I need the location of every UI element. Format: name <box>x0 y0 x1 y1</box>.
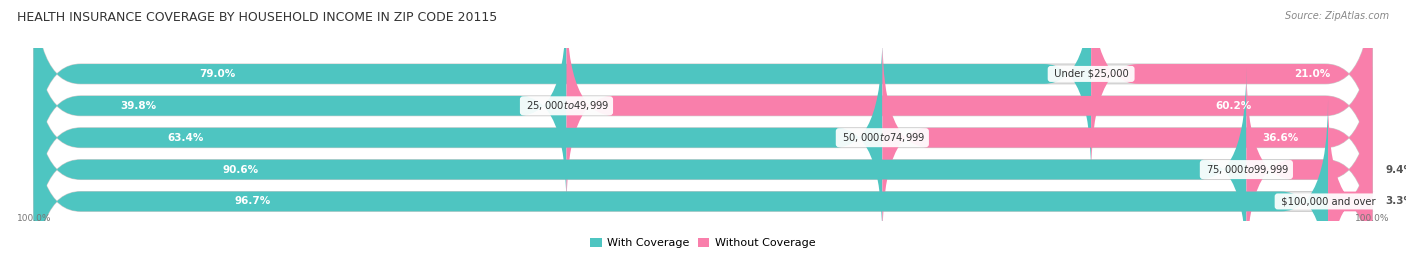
Text: 3.3%: 3.3% <box>1385 196 1406 206</box>
Text: 79.0%: 79.0% <box>200 69 235 79</box>
FancyBboxPatch shape <box>34 4 567 207</box>
FancyBboxPatch shape <box>34 36 883 239</box>
Legend: With Coverage, Without Coverage: With Coverage, Without Coverage <box>586 234 820 253</box>
FancyBboxPatch shape <box>34 0 1372 176</box>
Text: Source: ZipAtlas.com: Source: ZipAtlas.com <box>1285 11 1389 21</box>
FancyBboxPatch shape <box>34 68 1372 269</box>
Text: 9.4%: 9.4% <box>1385 165 1406 175</box>
Text: 60.2%: 60.2% <box>1215 101 1251 111</box>
FancyBboxPatch shape <box>34 100 1372 269</box>
Text: 63.4%: 63.4% <box>167 133 204 143</box>
Text: 21.0%: 21.0% <box>1294 69 1330 79</box>
Text: $75,000 to $99,999: $75,000 to $99,999 <box>1202 163 1289 176</box>
FancyBboxPatch shape <box>34 36 1372 239</box>
Text: 100.0%: 100.0% <box>1355 214 1389 224</box>
Text: $25,000 to $49,999: $25,000 to $49,999 <box>523 99 610 112</box>
FancyBboxPatch shape <box>1326 100 1375 269</box>
FancyBboxPatch shape <box>567 4 1372 207</box>
Text: $100,000 and over: $100,000 and over <box>1278 196 1378 206</box>
Text: 36.6%: 36.6% <box>1263 133 1299 143</box>
Text: 96.7%: 96.7% <box>235 196 271 206</box>
Text: 100.0%: 100.0% <box>17 214 51 224</box>
Text: 39.8%: 39.8% <box>121 101 156 111</box>
FancyBboxPatch shape <box>1091 0 1372 176</box>
FancyBboxPatch shape <box>34 4 1372 207</box>
Text: 90.6%: 90.6% <box>222 165 259 175</box>
FancyBboxPatch shape <box>883 36 1372 239</box>
FancyBboxPatch shape <box>34 100 1329 269</box>
FancyBboxPatch shape <box>1246 68 1372 269</box>
FancyBboxPatch shape <box>34 68 1246 269</box>
FancyBboxPatch shape <box>34 0 1091 176</box>
Text: $50,000 to $74,999: $50,000 to $74,999 <box>839 131 927 144</box>
Text: HEALTH INSURANCE COVERAGE BY HOUSEHOLD INCOME IN ZIP CODE 20115: HEALTH INSURANCE COVERAGE BY HOUSEHOLD I… <box>17 11 498 24</box>
Text: Under $25,000: Under $25,000 <box>1050 69 1132 79</box>
